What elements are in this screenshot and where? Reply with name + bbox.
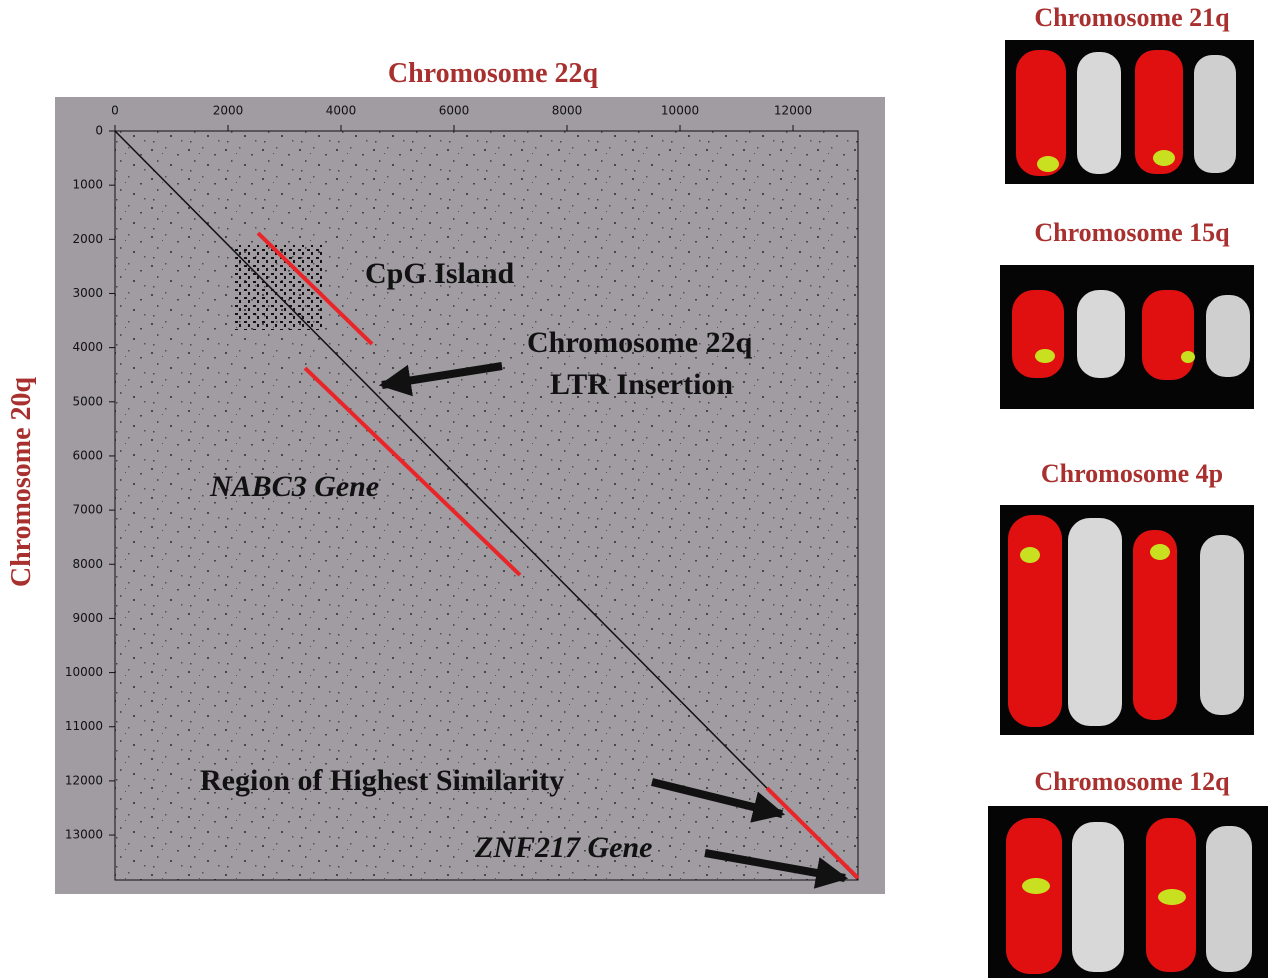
arrow bbox=[378, 362, 503, 397]
y-tick-label: 13000 bbox=[65, 828, 103, 842]
annotation: LTR Insertion bbox=[550, 368, 733, 401]
y-tick-label: 1000 bbox=[72, 178, 103, 192]
panel-title: Chromosome 4p bbox=[1041, 459, 1223, 488]
y-tick-label: 8000 bbox=[72, 557, 103, 571]
x-tick-label: 6000 bbox=[439, 104, 470, 118]
y-tick-label: 7000 bbox=[72, 503, 103, 517]
y-tick-label: 11000 bbox=[65, 719, 103, 733]
panel-title: Chromosome 12q bbox=[1034, 767, 1230, 796]
fish-image bbox=[1000, 505, 1254, 735]
y-axis-label: Chromosome 20q bbox=[6, 376, 37, 587]
region-line bbox=[256, 231, 374, 346]
annotation: NABC3 Gene bbox=[209, 470, 379, 503]
x-tick-label: 4000 bbox=[326, 104, 357, 118]
annotation: ZNF217 Gene bbox=[474, 831, 652, 864]
y-tick-label: 12000 bbox=[65, 773, 103, 787]
y-tick-label: 10000 bbox=[65, 665, 103, 679]
fish-image bbox=[1005, 40, 1254, 184]
cpg-cluster bbox=[232, 245, 322, 330]
y-tick-label: 2000 bbox=[72, 232, 103, 246]
x-axis-label: Chromosome 22q bbox=[388, 58, 599, 89]
diagonal bbox=[114, 130, 859, 881]
region-line bbox=[303, 366, 522, 577]
y-tick-label: 0 bbox=[95, 124, 103, 138]
fish-image bbox=[1000, 265, 1254, 409]
y-tick-label: 3000 bbox=[72, 286, 103, 300]
y-tick-label: 5000 bbox=[72, 394, 103, 408]
panel-title: Chromosome 21q bbox=[1034, 3, 1230, 32]
panel-title: Chromosome 15q bbox=[1034, 218, 1230, 247]
x-tick-label: 8000 bbox=[552, 104, 583, 118]
y-tick-label: 9000 bbox=[72, 611, 103, 625]
y-tick-label: 6000 bbox=[72, 448, 103, 462]
annotation: CpG Island bbox=[365, 257, 515, 290]
plot-frame bbox=[114, 130, 859, 881]
x-tick-label: 2000 bbox=[213, 104, 244, 118]
fish-image bbox=[988, 806, 1268, 978]
arrow bbox=[651, 778, 786, 823]
x-tick-label: 10000 bbox=[661, 104, 699, 118]
y-tick-label: 4000 bbox=[72, 340, 103, 354]
x-tick-label: 12000 bbox=[774, 104, 812, 118]
x-tick-label: 0 bbox=[111, 104, 119, 118]
annotation: Region of Highest Similarity bbox=[200, 764, 564, 797]
arrow bbox=[704, 849, 849, 889]
annotation: Chromosome 22q bbox=[527, 326, 753, 359]
